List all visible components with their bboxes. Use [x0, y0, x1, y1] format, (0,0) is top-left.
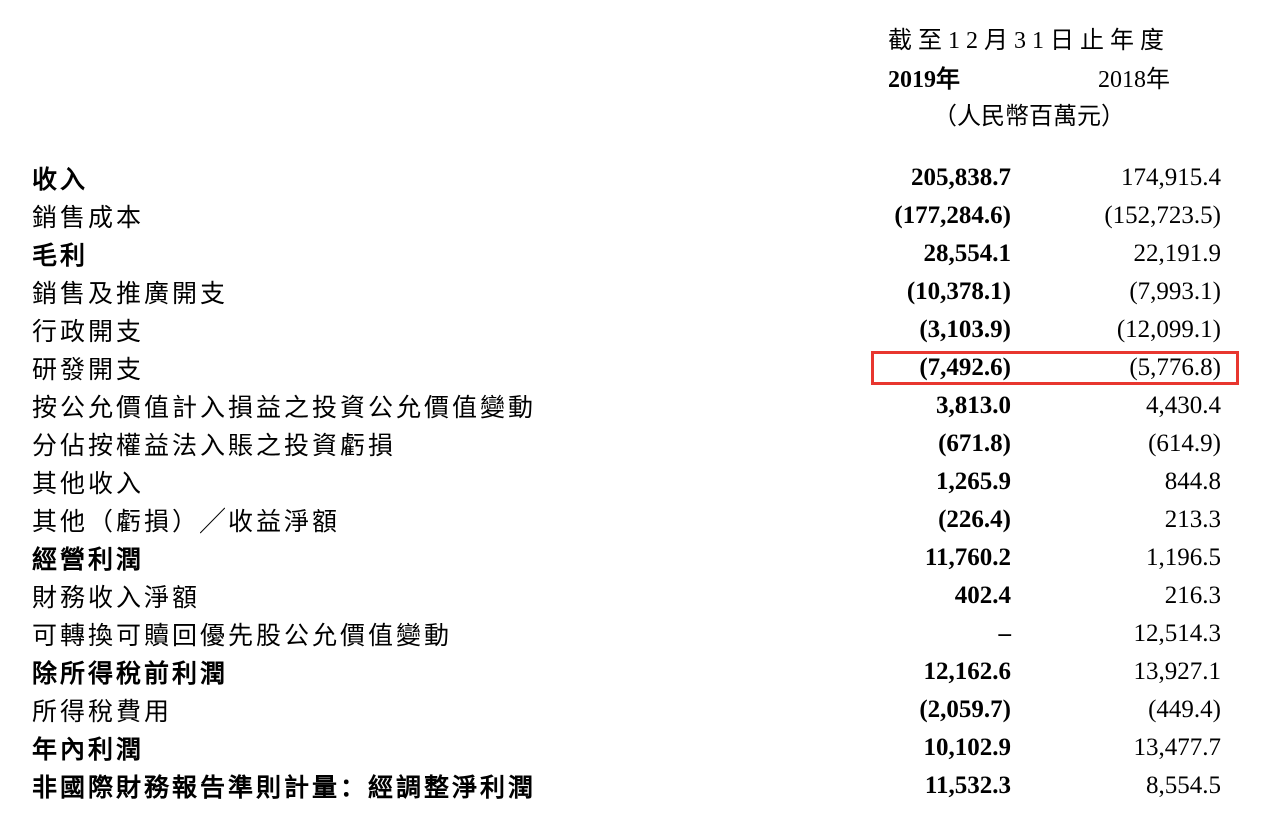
header-spacer	[30, 20, 819, 131]
currency-unit: （人民幣百萬元）	[819, 96, 1239, 131]
value-2018: 12,514.3	[1029, 620, 1239, 648]
year-2019: 2019年	[819, 59, 1029, 94]
value-2018: (12,099.1)	[1029, 316, 1239, 344]
value-2019: (226.4)	[819, 506, 1029, 534]
table-row: 分佔按權益法入賬之投資虧損(671.8)(614.9)	[30, 425, 1239, 463]
table-body: 收入205,838.7174,915.4銷售成本(177,284.6)(152,…	[30, 159, 1239, 805]
value-2019: 11,760.2	[819, 544, 1029, 572]
table-row: 銷售成本(177,284.6)(152,723.5)	[30, 197, 1239, 235]
value-2018: 22,191.9	[1029, 240, 1239, 268]
value-2019: (10,378.1)	[819, 278, 1029, 306]
value-2019: (3,103.9)	[819, 316, 1029, 344]
value-2018: (7,993.1)	[1029, 278, 1239, 306]
table-row: 其他收入1,265.9844.8	[30, 463, 1239, 501]
row-label: 非國際財務報告準則計量：經調整淨利潤	[30, 768, 819, 804]
table-row: 按公允價值計入損益之投資公允價值變動3,813.04,430.4	[30, 387, 1239, 425]
value-2018: 844.8	[1029, 468, 1239, 496]
row-label: 經營利潤	[30, 540, 819, 576]
value-2018: 1,196.5	[1029, 544, 1239, 572]
row-label: 銷售成本	[30, 198, 819, 234]
table-row: 毛利28,554.122,191.9	[30, 235, 1239, 273]
table-row: 其他（虧損）╱收益淨額(226.4)213.3	[30, 501, 1239, 539]
value-2019: 11,532.3	[819, 772, 1029, 800]
value-2019: –	[819, 620, 1029, 648]
value-2018: (614.9)	[1029, 430, 1239, 458]
table-header: 截至12月31日止年度 2019年 2018年 （人民幣百萬元）	[30, 20, 1239, 131]
value-2019: 28,554.1	[819, 240, 1029, 268]
table-row: 可轉換可贖回優先股公允價值變動–12,514.3	[30, 615, 1239, 653]
row-label: 除所得稅前利潤	[30, 654, 819, 690]
row-label: 研發開支	[30, 350, 819, 386]
value-2019: 3,813.0	[819, 392, 1029, 420]
value-2019: 12,162.6	[819, 658, 1029, 686]
period-title: 截至12月31日止年度	[819, 20, 1239, 55]
year-row: 2019年 2018年	[819, 59, 1239, 94]
row-label: 其他（虧損）╱收益淨額	[30, 502, 819, 538]
table-row: 收入205,838.7174,915.4	[30, 159, 1239, 197]
value-2019: 10,102.9	[819, 734, 1029, 762]
value-2018: 13,927.1	[1029, 658, 1239, 686]
value-2018: 174,915.4	[1029, 164, 1239, 192]
header-columns: 截至12月31日止年度 2019年 2018年 （人民幣百萬元）	[819, 20, 1239, 131]
value-2019: 402.4	[819, 582, 1029, 610]
value-2018: (449.4)	[1029, 696, 1239, 724]
row-label: 銷售及推廣開支	[30, 274, 819, 310]
table-row: 除所得稅前利潤12,162.613,927.1	[30, 653, 1239, 691]
table-row: 行政開支(3,103.9)(12,099.1)	[30, 311, 1239, 349]
row-label: 收入	[30, 160, 819, 196]
row-label: 年內利潤	[30, 730, 819, 766]
value-2018: (152,723.5)	[1029, 202, 1239, 230]
value-2019: (177,284.6)	[819, 202, 1029, 230]
value-2019: (671.8)	[819, 430, 1029, 458]
value-2019: 1,265.9	[819, 468, 1029, 496]
table-row: 非國際財務報告準則計量：經調整淨利潤11,532.38,554.5	[30, 767, 1239, 805]
value-2018: 213.3	[1029, 506, 1239, 534]
value-2018: 8,554.5	[1029, 772, 1239, 800]
year-2018: 2018年	[1029, 59, 1239, 94]
financial-table: 截至12月31日止年度 2019年 2018年 （人民幣百萬元） 收入205,8…	[30, 20, 1239, 805]
row-label: 按公允價值計入損益之投資公允價值變動	[30, 388, 819, 424]
value-2018: 216.3	[1029, 582, 1239, 610]
value-2019: (7,492.6)	[819, 354, 1029, 382]
value-2018: 13,477.7	[1029, 734, 1239, 762]
table-row: 財務收入淨額402.4216.3	[30, 577, 1239, 615]
value-2018: 4,430.4	[1029, 392, 1239, 420]
table-row: 研發開支(7,492.6)(5,776.8)	[30, 349, 1239, 387]
row-label: 行政開支	[30, 312, 819, 348]
table-row: 經營利潤11,760.21,196.5	[30, 539, 1239, 577]
table-row: 所得稅費用(2,059.7)(449.4)	[30, 691, 1239, 729]
table-row: 年內利潤10,102.913,477.7	[30, 729, 1239, 767]
row-label: 其他收入	[30, 464, 819, 500]
row-label: 分佔按權益法入賬之投資虧損	[30, 426, 819, 462]
row-label: 所得稅費用	[30, 692, 819, 728]
row-label: 可轉換可贖回優先股公允價值變動	[30, 616, 819, 652]
row-label: 毛利	[30, 236, 819, 272]
table-row: 銷售及推廣開支(10,378.1)(7,993.1)	[30, 273, 1239, 311]
value-2019: (2,059.7)	[819, 696, 1029, 724]
value-2019: 205,838.7	[819, 164, 1029, 192]
row-label: 財務收入淨額	[30, 578, 819, 614]
value-2018: (5,776.8)	[1029, 354, 1239, 382]
